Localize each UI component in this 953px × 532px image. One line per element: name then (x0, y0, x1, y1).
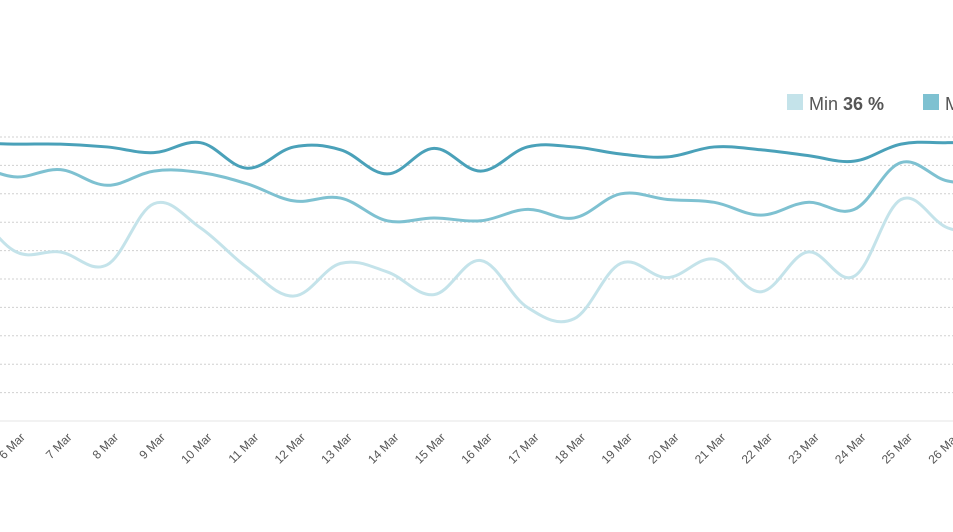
x-tick-label: 14 Mar (365, 430, 401, 466)
x-tick-label: 12 Mar (272, 430, 308, 466)
series-line-1[interactable] (0, 196, 953, 324)
legend[interactable]: Min 36 % M (787, 94, 953, 114)
x-tick-label: 18 Mar (552, 430, 588, 466)
x-tick-label: 9 Mar (136, 430, 168, 462)
legend-label-second: M (945, 94, 953, 114)
x-tick-label: 13 Mar (318, 430, 354, 466)
x-tick-label: 20 Mar (645, 430, 681, 466)
x-tick-label: 6 Mar (0, 430, 28, 462)
x-tick-label: 15 Mar (412, 430, 448, 466)
legend-swatch-min (787, 94, 803, 110)
x-tick-label: 22 Mar (739, 430, 775, 466)
series-lines (0, 140, 953, 324)
x-tick-label: 19 Mar (599, 430, 635, 466)
x-tick-label: 25 Mar (879, 430, 915, 466)
x-tick-label: 26 Mar (926, 430, 953, 466)
x-tick-label: 10 Mar (178, 430, 214, 466)
legend-item-second[interactable]: M (923, 94, 953, 114)
legend-item-min[interactable]: Min 36 % (787, 94, 884, 114)
x-tick-label: 23 Mar (785, 430, 821, 466)
legend-label-min: Min 36 % (809, 94, 884, 114)
x-tick-label: 21 Mar (692, 430, 728, 466)
x-tick-label: 24 Mar (832, 430, 868, 466)
x-tick-label: 8 Mar (90, 430, 122, 462)
x-tick-label: 11 Mar (226, 430, 262, 466)
x-tick-label: 16 Mar (459, 430, 495, 466)
grid-lines (0, 136, 953, 422)
legend-swatch-second (923, 94, 939, 110)
series-line-2[interactable] (0, 160, 953, 224)
series-line-3[interactable] (0, 140, 953, 176)
x-tick-label: 7 Mar (43, 430, 75, 462)
x-tick-label: 17 Mar (505, 430, 541, 466)
